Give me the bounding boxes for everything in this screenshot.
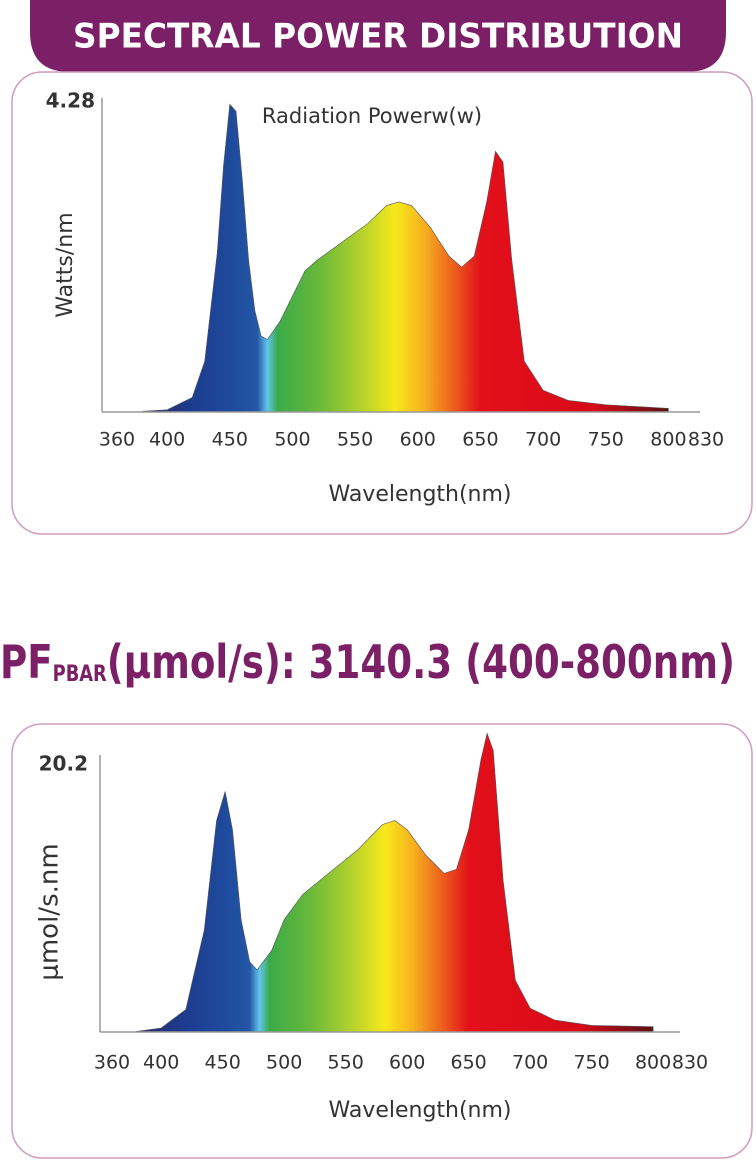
y-tick-label: 20.2 (39, 752, 88, 776)
x-tick-label: 750 (588, 429, 624, 451)
y-tick-label: 4.28 (46, 89, 95, 113)
y-axis-label: μmol/s.nm (35, 843, 65, 980)
pf-subscript: PBAR (53, 662, 107, 687)
x-tick-label: 600 (400, 429, 436, 451)
pf-text: PFPBAR(μmol/s): 3140.3 (400-800nm) (0, 635, 735, 689)
x-tick-label: 550 (337, 429, 373, 451)
x-tick-label: 600 (389, 1052, 425, 1074)
x-tick-label: 360 (99, 429, 135, 451)
x-tick-label: 700 (525, 429, 561, 451)
x-tick-label: 700 (512, 1052, 548, 1074)
x-tick-label: 650 (462, 429, 498, 451)
x-tick-label: 830 (688, 429, 724, 451)
chart-frame (11, 723, 753, 1159)
pf-main: PF (0, 635, 53, 689)
spectrum-area (136, 732, 654, 1033)
x-tick-label: 750 (573, 1052, 609, 1074)
chart-frame (11, 71, 753, 535)
y-axis-label: Watts/nm (53, 212, 78, 317)
chart-title: Radiation Powerw(w) (262, 104, 482, 128)
x-tick-label: 800 (635, 1052, 671, 1074)
x-tick-label: 830 (672, 1052, 708, 1074)
x-axis-label: Wavelength(nm) (328, 482, 511, 507)
x-tick-label: 800 (650, 429, 686, 451)
x-tick-label: 500 (274, 429, 310, 451)
x-tick-label: 400 (143, 1052, 179, 1074)
x-tick-label: 360 (94, 1052, 130, 1074)
x-tick-label: 500 (266, 1052, 302, 1074)
spectrum-area (141, 103, 669, 413)
x-tick-label: 450 (205, 1052, 241, 1074)
x-axis-label: Wavelength(nm) (328, 1098, 511, 1123)
header-title: SPECTRAL POWER DISTRIBUTION (73, 17, 683, 57)
pf-rest: (μmol/s): 3140.3 (400-800nm) (107, 635, 735, 689)
x-tick-label: 400 (149, 429, 185, 451)
x-tick-label: 450 (212, 429, 248, 451)
x-tick-label: 650 (451, 1052, 487, 1074)
x-tick-label: 550 (328, 1052, 364, 1074)
header-banner (30, 0, 726, 72)
